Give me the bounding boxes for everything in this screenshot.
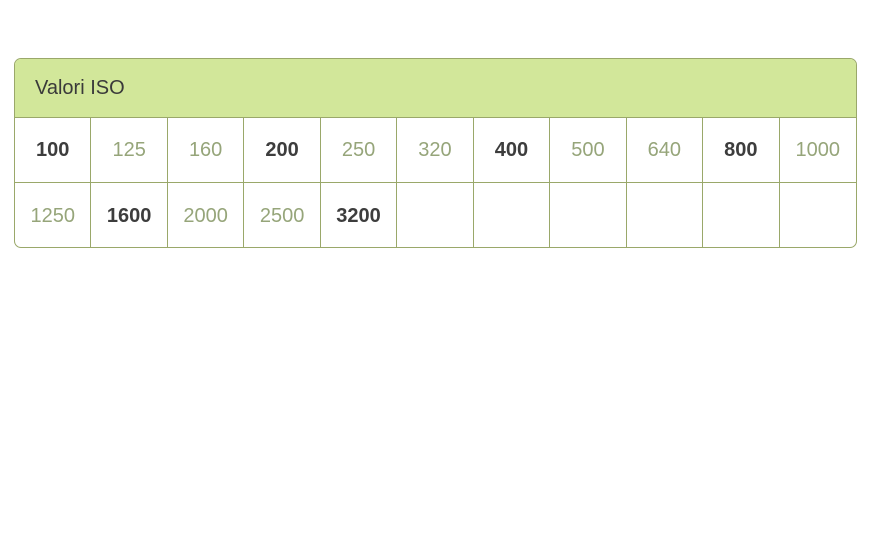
- iso-value-cell: 2500: [244, 183, 321, 247]
- iso-value-cell: 250: [320, 118, 398, 183]
- iso-value-cell: 320: [397, 118, 474, 183]
- iso-value-cell: 400: [473, 118, 551, 183]
- empty-cell: [780, 183, 856, 247]
- iso-value-cell: 1250: [15, 183, 92, 247]
- iso-value-cell: 2000: [168, 183, 245, 247]
- iso-value-cell: 1000: [779, 118, 856, 183]
- iso-value-cell: 125: [91, 118, 168, 183]
- iso-value-cell: 640: [626, 118, 704, 183]
- iso-value-cell: 160: [167, 118, 245, 183]
- empty-cell: [550, 183, 627, 247]
- iso-value-cell: 200: [244, 118, 321, 183]
- empty-cell: [703, 183, 780, 247]
- empty-cell: [627, 183, 704, 247]
- empty-cell: [474, 183, 551, 247]
- iso-value-cell: 500: [550, 118, 627, 183]
- empty-cell: [397, 183, 474, 247]
- table-title: Valori ISO: [15, 59, 856, 118]
- iso-value-cell: 100: [15, 118, 92, 183]
- iso-values-table: Valori ISO 100 125 160 200 250 320 400 500 640 80…: [14, 58, 857, 248]
- iso-grid: 100 125 160 200 250 320 400 500 640 800 1000 1250 16…: [15, 118, 856, 247]
- iso-value-cell: 1600: [91, 183, 168, 247]
- iso-value-cell: 800: [703, 118, 780, 183]
- iso-value-cell: 3200: [321, 183, 398, 247]
